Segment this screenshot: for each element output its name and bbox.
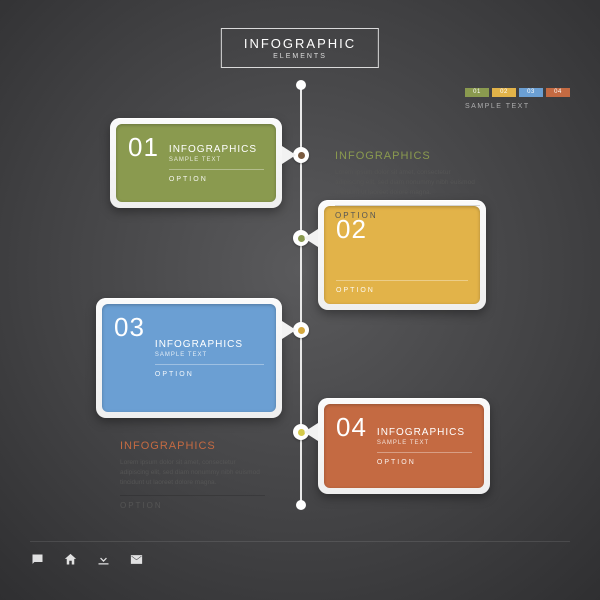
side-panel-option: OPTION (120, 495, 265, 510)
card-tail-03 (282, 321, 296, 339)
home-icon (63, 552, 78, 572)
card-subtitle: SAMPLE TEXT (155, 352, 264, 358)
legend-caption: SAMPLE TEXT (465, 103, 570, 110)
footer-divider (30, 541, 570, 542)
card-option: OPTION (377, 452, 472, 466)
card-title: INFOGRAPHICS (169, 144, 264, 155)
card-01: 01 INFOGRAPHICS SAMPLE TEXT OPTION (110, 118, 282, 208)
legend-swatch-03: 03 (519, 88, 543, 97)
card-subtitle: SAMPLE TEXT (169, 157, 264, 163)
card-tail-04 (304, 423, 318, 441)
side-panel-body: Lorem ipsum dolor sit amet, consectetur … (335, 168, 480, 197)
side-panel-2: INFOGRAPHICS Lorem ipsum dolor sit amet, … (120, 440, 265, 510)
side-panel-option: OPTION (335, 205, 480, 220)
legend: 01020304 SAMPLE TEXT (465, 88, 570, 110)
chat-icon (30, 552, 45, 572)
footer-icons (30, 552, 144, 572)
card-tail-01 (282, 146, 296, 164)
side-panel-title: INFOGRAPHICS (335, 150, 480, 162)
card-title: INFOGRAPHICS (377, 427, 472, 438)
card-option: OPTION (155, 364, 264, 378)
card-tail-02 (304, 229, 318, 247)
card-option: OPTION (169, 169, 264, 183)
side-panel-1: INFOGRAPHICS Lorem ipsum dolor sit amet, … (335, 150, 480, 220)
header-box: INFOGRAPHIC ELEMENTS (221, 28, 379, 68)
card-num: 03 (114, 314, 145, 402)
card-num: 01 (128, 134, 159, 192)
legend-swatch-02: 02 (492, 88, 516, 97)
card-subtitle: SAMPLE TEXT (377, 440, 472, 446)
legend-swatch-01: 01 (465, 88, 489, 97)
card-title: INFOGRAPHICS (155, 339, 264, 350)
side-panel-body: Lorem ipsum dolor sit amet, consectetur … (120, 458, 265, 487)
header-title: INFOGRAPHIC (244, 36, 356, 51)
side-panel-title: INFOGRAPHICS (120, 440, 265, 452)
download-icon (96, 552, 111, 572)
header-subtitle: ELEMENTS (244, 53, 356, 60)
timeline-dot-bottom (296, 500, 306, 510)
card-03: 03 INFOGRAPHICS SAMPLE TEXT OPTION (96, 298, 282, 418)
mail-icon (129, 552, 144, 572)
card-option: OPTION (336, 280, 468, 294)
legend-swatch-04: 04 (546, 88, 570, 97)
card-04: 04 INFOGRAPHICS SAMPLE TEXT OPTION (318, 398, 490, 494)
timeline-dot-top (296, 80, 306, 90)
card-num: 04 (336, 414, 367, 478)
